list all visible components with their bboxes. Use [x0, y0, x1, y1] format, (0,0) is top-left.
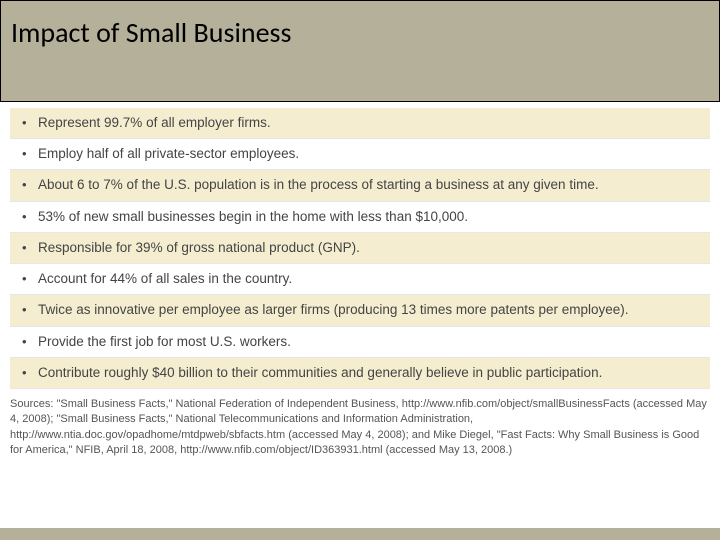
- list-item: Responsible for 39% of gross national pr…: [10, 233, 710, 264]
- list-item: Provide the first job for most U.S. work…: [10, 327, 710, 358]
- fact-text: Twice as innovative per employee as larg…: [38, 302, 629, 317]
- list-item: Employ half of all private-sector employ…: [10, 139, 710, 170]
- title-band: Impact of Small Business: [0, 0, 720, 102]
- list-item: Contribute roughly $40 billion to their …: [10, 358, 710, 389]
- content-area: Represent 99.7% of all employer firms. E…: [0, 102, 720, 389]
- fact-text: Account for 44% of all sales in the coun…: [38, 271, 292, 286]
- slide: Impact of Small Business Represent 99.7%…: [0, 0, 720, 540]
- fact-text: Represent 99.7% of all employer firms.: [38, 115, 271, 130]
- fact-text: Contribute roughly $40 billion to their …: [38, 365, 602, 380]
- list-item: Represent 99.7% of all employer firms.: [10, 108, 710, 139]
- fact-text: About 6 to 7% of the U.S. population is …: [38, 177, 599, 192]
- list-item: Twice as innovative per employee as larg…: [10, 295, 710, 326]
- fact-text: 53% of new small businesses begin in the…: [38, 209, 468, 224]
- list-item: 53% of new small businesses begin in the…: [10, 202, 710, 233]
- title-container: Impact of Small Business: [11, 11, 711, 73]
- list-item: Account for 44% of all sales in the coun…: [10, 264, 710, 295]
- slide-title: Impact of Small Business: [11, 11, 711, 50]
- fact-text: Responsible for 39% of gross national pr…: [38, 240, 360, 255]
- bottom-band: [0, 528, 720, 540]
- fact-text: Employ half of all private-sector employ…: [38, 146, 299, 161]
- sources-text: Sources: "Small Business Facts," Nationa…: [0, 389, 720, 459]
- fact-text: Provide the first job for most U.S. work…: [38, 334, 291, 349]
- list-item: About 6 to 7% of the U.S. population is …: [10, 170, 710, 201]
- facts-list: Represent 99.7% of all employer firms. E…: [10, 108, 710, 389]
